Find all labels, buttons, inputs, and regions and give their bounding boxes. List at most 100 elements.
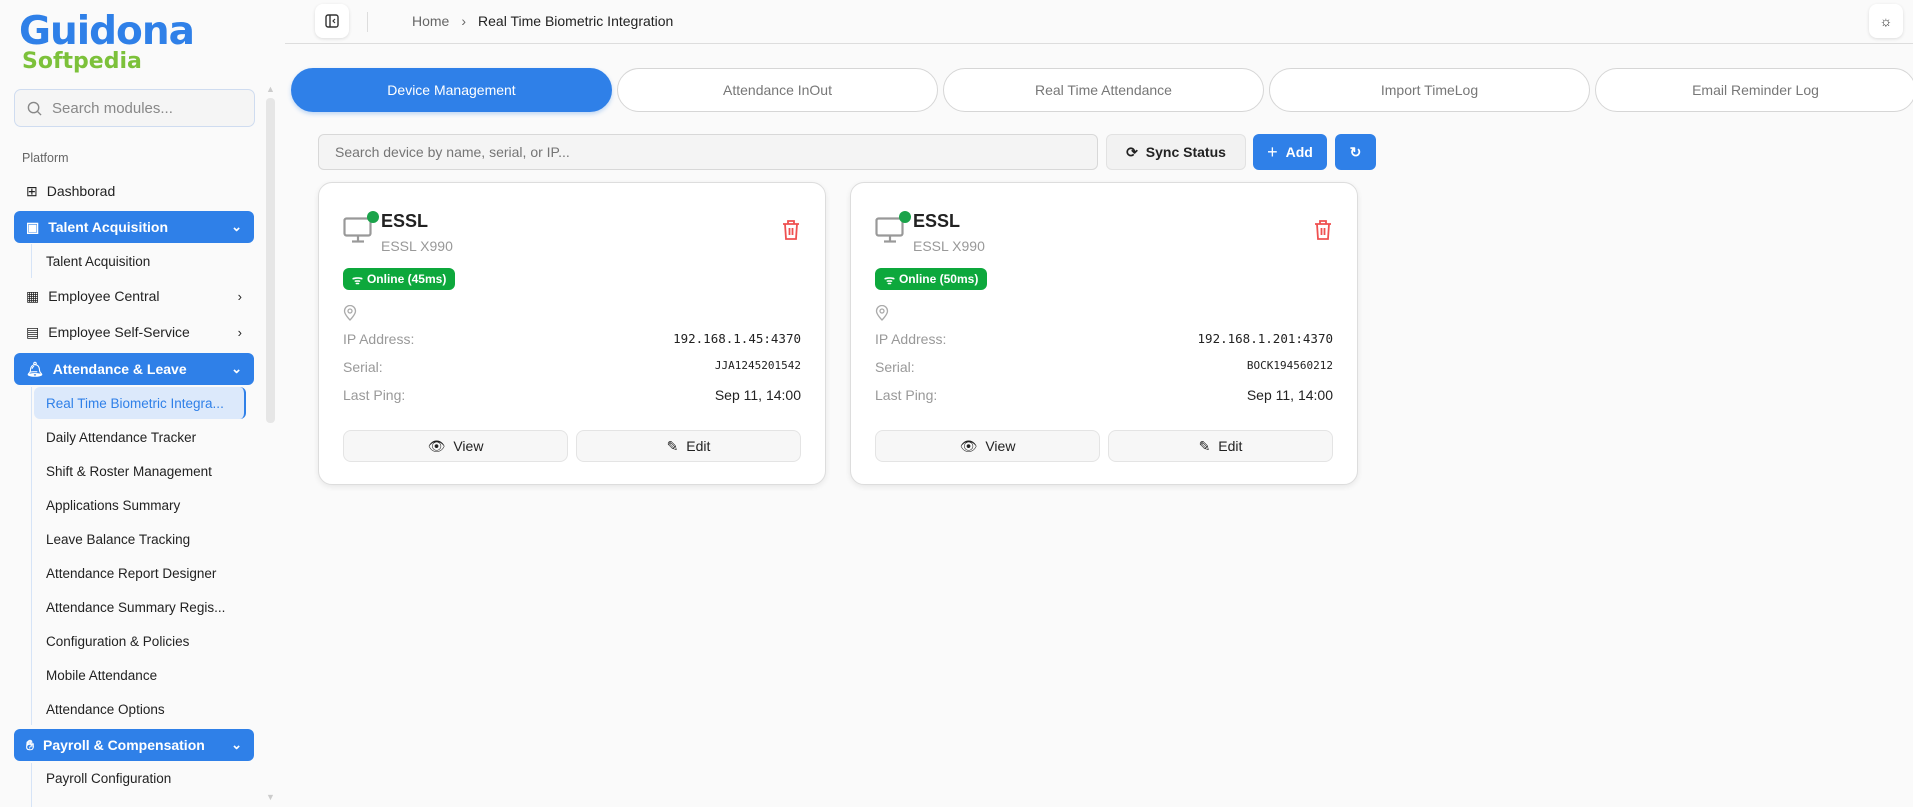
tab-real-time-attendance[interactable]: Real Time Attendance [943, 68, 1264, 112]
sidebar-item-ess[interactable]: ▤ Employee Self-Service › [14, 316, 254, 348]
trash-icon[interactable] [1314, 219, 1332, 241]
top-header: Home › Real Time Biometric Integration ☼ [285, 0, 1913, 44]
sun-icon: ☼ [1879, 13, 1893, 29]
module-search-input[interactable]: Search modules... [14, 89, 255, 127]
divider [367, 12, 368, 32]
logo: Guidona Softpedia [19, 9, 195, 74]
label: Attendance & Leave [52, 361, 187, 377]
status-text: Online (50ms) [898, 272, 979, 286]
refresh-icon: ⟳ [1126, 143, 1138, 160]
edit-button[interactable]: ✎ Edit [1108, 430, 1333, 462]
section-label: Platform [22, 151, 69, 165]
status-text: Online (45ms) [366, 272, 447, 286]
serial-row: Serial: BOCK194560212 [875, 359, 1333, 375]
sidebar-item-dashboard[interactable]: ⊞ Dashborad [14, 175, 254, 207]
sidebar-subitem[interactable]: Attendance Summary Regis... [46, 599, 226, 615]
monitor-icon [875, 217, 904, 243]
sidebar-subitem[interactable]: Shift & Roster Management [46, 463, 212, 479]
trash-icon[interactable] [782, 219, 800, 241]
breadcrumb-home[interactable]: Home [412, 13, 450, 29]
sidebar-subitem[interactable]: Attendance Options [46, 701, 165, 717]
sidebar-subitem[interactable]: Configuration & Policies [46, 633, 190, 649]
tab-device-management[interactable]: Device Management [291, 68, 612, 112]
ping-value: Sep 11, 14:00 [714, 387, 801, 403]
sidebar-subitem[interactable]: Mobile Attendance [46, 667, 158, 683]
serial-row: Serial: JJA1245201542 [343, 359, 801, 375]
ip-row: IP Address: 192.168.1.45:4370 [343, 331, 801, 347]
device-model: ESSL X990 [913, 238, 985, 254]
tab-import-timelog[interactable]: Import TimeLog [1269, 68, 1590, 112]
chevron-right-icon: › [237, 288, 242, 304]
sidebar-item-payroll[interactable]: ✋︎ Payroll & Compensation ⌄ [14, 729, 254, 761]
sidebar: Guidona Softpedia Search modules... ▲ ▼ … [0, 0, 285, 807]
monitor-icon [343, 217, 372, 243]
map-pin-icon [875, 305, 889, 321]
tab-bar: Device Management Attendance InOut Real … [291, 68, 1913, 112]
sidebar-item-talent[interactable]: ▣ Talent Acquisition ⌄ [14, 211, 254, 243]
sidebar-subitem[interactable]: Payroll Configuration [46, 770, 172, 786]
view-button[interactable]: 👁︎ View [875, 430, 1100, 462]
scroll-down-arrow[interactable]: ▼ [266, 792, 275, 802]
status-badge: ᯤ Online (50ms) [875, 268, 988, 290]
sidebar-toggle-button[interactable] [315, 4, 349, 38]
sync-status-button[interactable]: ⟳ Sync Status [1106, 134, 1246, 170]
ip-row: IP Address: 192.168.1.201:4370 [875, 331, 1333, 347]
refresh-button[interactable]: ↻ [1335, 134, 1376, 170]
sidebar-scrollbar[interactable] [266, 98, 275, 423]
inbox-icon: ▤ [26, 323, 40, 340]
serial-value: BOCK194560212 [1246, 359, 1333, 372]
status-badge: ᯤ Online (45ms) [343, 268, 456, 290]
add-device-button[interactable]: + Add [1253, 134, 1327, 170]
serial-label: Serial: [343, 359, 383, 375]
label: Employee Central [48, 288, 160, 304]
sidebar-subitem[interactable]: Daily Attendance Tracker [46, 429, 197, 445]
view-button[interactable]: 👁︎ View [343, 430, 568, 462]
sidebar-item-employee-central[interactable]: ▦ Employee Central › [14, 280, 254, 312]
search-placeholder: Search modules... [52, 99, 173, 117]
chevron-down-icon: ⌄ [231, 737, 242, 752]
sidebar-subitem[interactable]: Leave Balance Tracking [46, 531, 191, 547]
ip-label: IP Address: [343, 331, 415, 347]
breadcrumb-current: Real Time Biometric Integration [478, 13, 674, 29]
sidebar-subitem-active[interactable]: Real Time Biometric Integra... [34, 387, 246, 419]
calendar-check-icon: ▦ [26, 287, 40, 304]
label: Employee Self-Service [48, 324, 190, 340]
logo-line1: Guidona [19, 9, 195, 54]
hand-coins-icon: ✋︎ [26, 736, 34, 753]
device-card: ESSL ESSL X990 ᯤ Online (50ms) IP Address… [850, 182, 1358, 485]
tab-attendance-inout[interactable]: Attendance InOut [617, 68, 938, 112]
ip-value: 192.168.1.201:4370 [1197, 331, 1333, 346]
label: View [453, 438, 484, 454]
serial-value: JJA1245201542 [714, 359, 801, 372]
label: Dashborad [46, 183, 116, 199]
sidebar-subitem[interactable]: Talent Acquisition [46, 253, 151, 269]
eye-icon: 👁︎ [427, 437, 446, 454]
briefcase-icon: ▣ [26, 218, 40, 235]
sidebar-subitem[interactable]: Applications Summary [46, 497, 181, 513]
device-card: ESSL ESSL X990 ᯤ Online (45ms) IP Address… [318, 182, 826, 485]
device-model: ESSL X990 [381, 238, 453, 254]
wifi-icon: ᯤ [884, 272, 895, 287]
panel-left-icon [325, 14, 339, 28]
chevron-down-icon: ⌄ [231, 361, 242, 376]
eye-icon: 👁︎ [959, 437, 978, 454]
label: Add [1285, 144, 1313, 160]
ping-label: Last Ping: [343, 387, 406, 403]
label: Talent Acquisition [48, 219, 169, 235]
scroll-up-arrow[interactable]: ▲ [266, 84, 275, 94]
tab-email-reminder-log[interactable]: Email Reminder Log [1595, 68, 1913, 112]
sidebar-item-attendance[interactable]: 🔔︎ Attendance & Leave ⌄ [14, 353, 254, 385]
search-icon [27, 101, 42, 116]
ip-label: IP Address: [875, 331, 947, 347]
tree-line [31, 763, 32, 807]
device-search-input[interactable] [318, 134, 1098, 170]
refresh-icon: ↻ [1349, 143, 1362, 160]
plus-icon: + [1267, 141, 1278, 162]
tree-line [31, 244, 32, 278]
logo-line2: Softpedia [22, 49, 142, 74]
ip-value: 192.168.1.45:4370 [673, 331, 801, 346]
label: Payroll & Compensation [42, 737, 205, 753]
theme-toggle-button[interactable]: ☼ [1869, 4, 1903, 38]
edit-button[interactable]: ✎ Edit [576, 430, 801, 462]
sidebar-subitem[interactable]: Attendance Report Designer [46, 565, 217, 581]
